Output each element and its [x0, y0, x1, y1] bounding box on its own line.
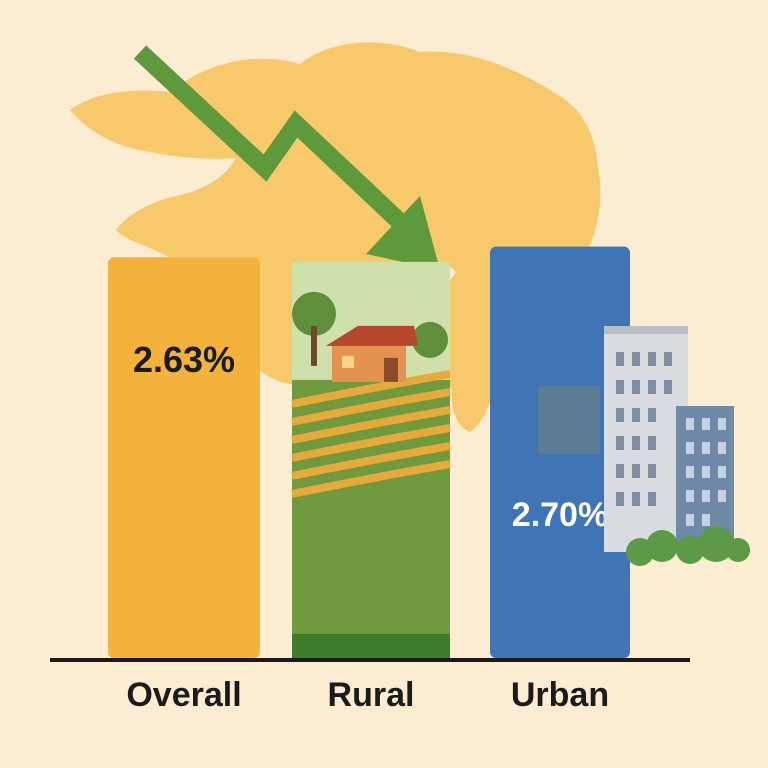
rural-house-door [384, 357, 398, 382]
rural-house-window [342, 355, 354, 368]
rural-field-furrow [291, 423, 451, 462]
bar-rural [291, 261, 451, 658]
city-buildings-icon [538, 326, 750, 566]
category-label-urban: Urban [511, 676, 609, 714]
rural-tree-left [292, 291, 336, 336]
data-label-urban: 2.70% [512, 496, 608, 534]
rural-field-furrow [291, 441, 451, 480]
category-label-overall: Overall [126, 676, 241, 714]
farmhouse-field-scene-icon [291, 291, 451, 658]
rural-tree-right [412, 321, 448, 358]
rural-field-furrow [291, 459, 451, 498]
rural-foreground-bush [292, 634, 450, 658]
data-label-overall: 2.63% [133, 339, 235, 380]
rural-tree-trunk [311, 325, 317, 366]
state-map-silhouette-icon [70, 42, 601, 433]
rural-field-furrow [291, 369, 451, 408]
category-label-rural: Rural [328, 676, 415, 714]
downward-trend-arrow-icon [133, 45, 440, 270]
rural-field-furrow [291, 387, 451, 426]
bar-overall [108, 257, 260, 658]
rural-field-furrow [291, 405, 451, 444]
rural-house-roof [326, 325, 418, 346]
